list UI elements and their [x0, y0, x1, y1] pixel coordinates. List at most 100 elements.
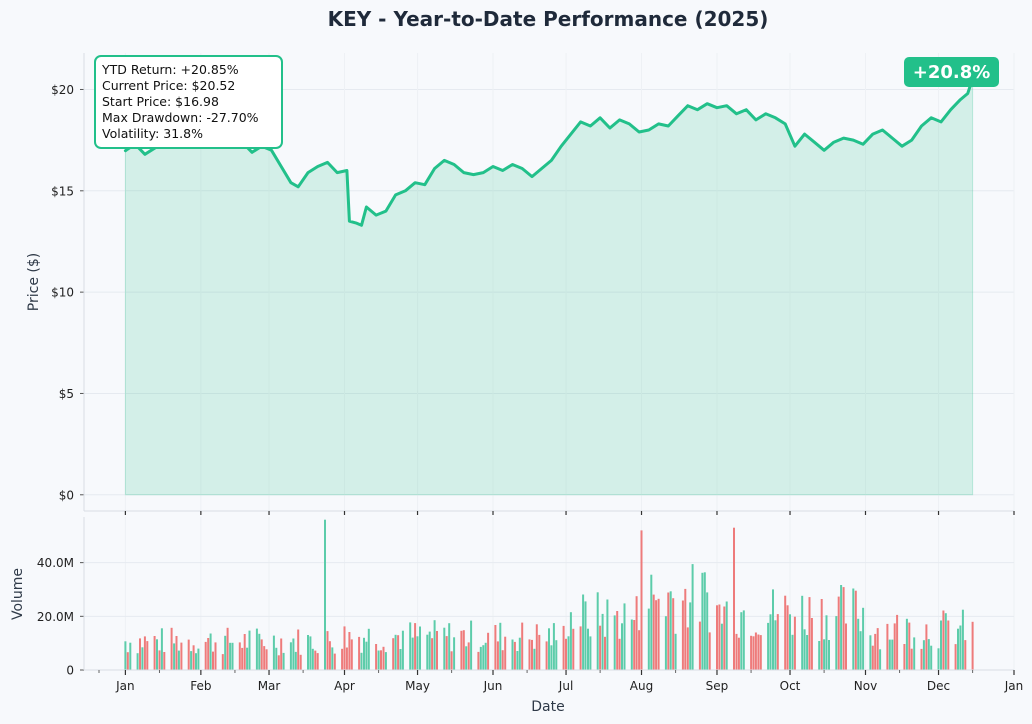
- volume-bar: [289, 642, 292, 670]
- volume-bar: [496, 641, 499, 670]
- volume-bar: [375, 644, 378, 670]
- volume-bar: [192, 645, 195, 670]
- volume-bar: [601, 613, 604, 670]
- volume-bars: [124, 519, 974, 670]
- volume-bar: [414, 623, 417, 670]
- volume-bar: [384, 652, 387, 670]
- volume-bar: [828, 640, 830, 670]
- volume-bar: [139, 638, 141, 670]
- volume-bar: [772, 589, 774, 670]
- volume-bar: [801, 595, 804, 670]
- volume-bar: [640, 530, 643, 670]
- volume-bar: [324, 519, 326, 670]
- stats-box: YTD Return: +20.85% Current Price: $20.5…: [94, 55, 283, 149]
- stats-volatility: Volatility: 31.8%: [102, 126, 203, 141]
- volume-bar: [258, 633, 261, 670]
- volume-bar: [545, 641, 548, 670]
- price-y-tick-label: $5: [59, 387, 74, 401]
- volume-bar: [616, 611, 619, 670]
- volume-bar: [158, 650, 161, 670]
- volume-bar: [655, 600, 658, 670]
- volume-bar: [903, 644, 906, 670]
- volume-bar: [572, 628, 575, 670]
- volume-bar: [392, 638, 395, 670]
- volume-bar: [789, 614, 791, 670]
- volume-bar: [633, 620, 636, 670]
- volume-bar: [672, 598, 675, 670]
- volume-bar: [735, 633, 738, 670]
- volume-bar: [177, 650, 180, 670]
- volume-bar: [297, 629, 300, 670]
- volume-bar: [635, 596, 638, 670]
- volume-bar: [209, 633, 212, 670]
- volume-bar: [365, 641, 368, 670]
- volume-bar: [552, 623, 555, 670]
- volume-bar: [367, 628, 370, 670]
- volume-bar: [275, 647, 278, 670]
- volume-bar: [173, 643, 176, 670]
- volume-bar: [453, 637, 456, 670]
- volume-bar: [562, 625, 565, 670]
- return-badge: +20.8%: [904, 57, 999, 87]
- x-tick-label: Dec: [927, 679, 950, 693]
- volume-bar: [363, 637, 365, 670]
- volume-bar: [913, 637, 916, 670]
- volume-bar: [947, 620, 950, 670]
- volume-bar: [754, 632, 757, 670]
- volume-bar: [971, 621, 974, 670]
- volume-bar: [825, 615, 828, 670]
- volume-bar: [226, 627, 229, 670]
- volume-bar: [706, 592, 709, 670]
- volume-bar: [535, 624, 538, 670]
- volume-bar: [484, 642, 487, 670]
- volume-bar: [124, 641, 127, 670]
- volume-bar: [905, 618, 908, 670]
- volume-bar: [531, 639, 533, 670]
- volume-bar: [248, 630, 251, 670]
- volume-bar: [343, 626, 346, 670]
- volume-bar: [156, 639, 158, 670]
- volume-bar: [214, 642, 217, 670]
- volume-bar: [869, 635, 872, 670]
- volume-bar: [307, 635, 309, 670]
- volume-bar: [380, 650, 382, 670]
- volume-bar: [175, 636, 178, 670]
- return-badge-text: +20.8%: [913, 62, 991, 83]
- volume-bar: [467, 642, 470, 670]
- volume-bar: [957, 628, 959, 670]
- volume-bar: [331, 647, 334, 670]
- volume-bar: [341, 648, 344, 670]
- volume-bar: [587, 628, 589, 670]
- volume-x-ticks: Jan Feb Mar Apr May Jun Jul Aug Sep Oct Nov Dec Jan: [98, 670, 1023, 693]
- volume-bar: [163, 652, 166, 670]
- volume-bar: [487, 632, 490, 670]
- volume-bar: [630, 619, 633, 670]
- x-tick-label: Mar: [258, 679, 281, 693]
- volume-bar: [686, 627, 689, 670]
- volume-bar: [326, 631, 329, 670]
- volume-bar: [803, 629, 806, 670]
- volume-bar: [708, 632, 711, 670]
- volume-bar: [565, 638, 567, 670]
- volume-bar: [482, 645, 485, 670]
- price-y-tick-label: $20: [51, 83, 74, 97]
- x-tick-label: Jan: [115, 679, 135, 693]
- volume-bar: [954, 644, 957, 670]
- volume-bar: [436, 631, 438, 670]
- x-tick-label: Aug: [630, 679, 653, 693]
- volume-bar: [190, 651, 193, 670]
- volume-y-tick-label: 20.0M: [37, 610, 74, 624]
- volume-bar: [263, 646, 266, 670]
- volume-bar: [416, 636, 419, 670]
- volume-bar: [852, 588, 855, 670]
- x-tick-label: Nov: [854, 679, 877, 693]
- volume-bar: [674, 633, 677, 670]
- price-y-ticks: $0 $5 $10 $15 $20: [51, 83, 84, 502]
- price-y-tick-label: $0: [59, 488, 74, 502]
- price-y-tick-label: $10: [51, 286, 74, 300]
- volume-bar: [596, 592, 599, 670]
- volume-bar: [613, 615, 616, 670]
- volume-bar: [360, 652, 363, 670]
- volume-bar: [511, 639, 514, 670]
- stats-current-price: Current Price: $20.52: [102, 78, 235, 93]
